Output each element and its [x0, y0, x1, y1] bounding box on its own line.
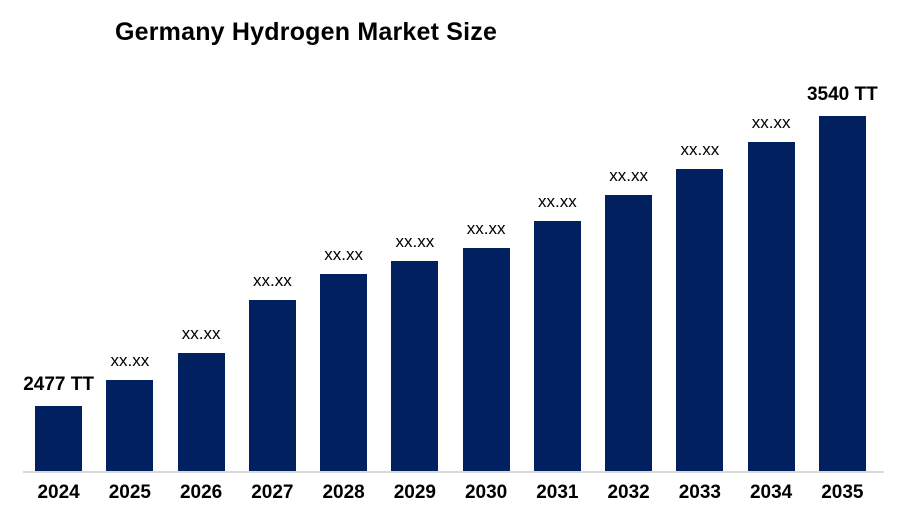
- x-axis-label-2032: 2032: [607, 482, 650, 503]
- bar-2025: [106, 380, 154, 471]
- bar-2034: [747, 142, 795, 471]
- x-axis-label-2031: 2031: [536, 482, 579, 503]
- bar-value-label-2035: 3540 TT: [806, 84, 878, 105]
- bar-value-label-2033: xx.xx: [680, 140, 720, 159]
- bar-value-label-2026: xx.xx: [181, 324, 221, 343]
- bar-2033: [676, 169, 724, 471]
- bar-column-2033: xx.xx: [664, 82, 735, 471]
- bar-column-2027: xx.xx: [237, 82, 308, 471]
- x-axis-line: [23, 471, 884, 473]
- x-axis-labels: 2024 2025 2026 2027 2028 2029 2030 2031 2032 2033…: [23, 482, 878, 504]
- bar-2030: [462, 248, 510, 471]
- bar-2032: [605, 195, 653, 471]
- bar-value-label-2027: xx.xx: [253, 271, 292, 290]
- chart-title: Germany Hydrogen Market Size: [115, 18, 498, 46]
- bar-column-2035: 3540 TT: [807, 82, 878, 471]
- x-axis-label-2035: 2035: [821, 482, 864, 503]
- x-axis-label-2033: 2033: [678, 482, 722, 503]
- plot-area: 2477 TT xx.xx xx.xx xx.xx xx.xx xx.xx xx.xx xx.…: [23, 82, 878, 471]
- x-axis-label-2025: 2025: [108, 482, 152, 503]
- bar-column-2034: xx.xx: [736, 82, 807, 471]
- bar-2028: [320, 274, 368, 471]
- x-axis-label-2030: 2030: [464, 482, 508, 503]
- x-axis-label-2029: 2029: [393, 482, 437, 503]
- bar-value-label-2028: xx.xx: [324, 245, 363, 264]
- bar-column-2025: xx.xx: [94, 82, 165, 471]
- bar-column-2032: xx.xx: [593, 82, 664, 471]
- bar-value-label-2029: xx.xx: [395, 232, 435, 251]
- bar-value-label-2034: xx.xx: [751, 113, 791, 132]
- x-axis-label-2026: 2026: [179, 482, 223, 503]
- bar-column-2031: xx.xx: [522, 82, 593, 471]
- bar-value-label-2031: xx.xx: [538, 192, 577, 211]
- bar-2035: [818, 116, 866, 471]
- bar-column-2030: xx.xx: [451, 82, 522, 471]
- x-axis-label-2024: 2024: [37, 482, 80, 503]
- bar-column-2026: xx.xx: [166, 82, 237, 471]
- x-axis-label-2034: 2034: [749, 482, 793, 503]
- bar-2026: [177, 353, 225, 471]
- bar-2027: [248, 300, 296, 471]
- bar-2031: [533, 221, 581, 471]
- bar-2029: [391, 261, 439, 471]
- bar-column-2028: xx.xx: [308, 82, 379, 471]
- bar-value-label-2032: xx.xx: [609, 166, 648, 185]
- x-axis-label-2027: 2027: [251, 482, 294, 503]
- bar-column-2029: xx.xx: [379, 82, 450, 471]
- bar-value-label-2025: xx.xx: [110, 351, 150, 370]
- bar-column-2024: 2477 TT: [23, 82, 94, 471]
- bar-value-label-2030: xx.xx: [466, 219, 506, 238]
- bar-value-label-2024: 2477 TT: [23, 374, 94, 395]
- x-axis-label-2028: 2028: [322, 482, 365, 503]
- bar-2024: [35, 406, 83, 471]
